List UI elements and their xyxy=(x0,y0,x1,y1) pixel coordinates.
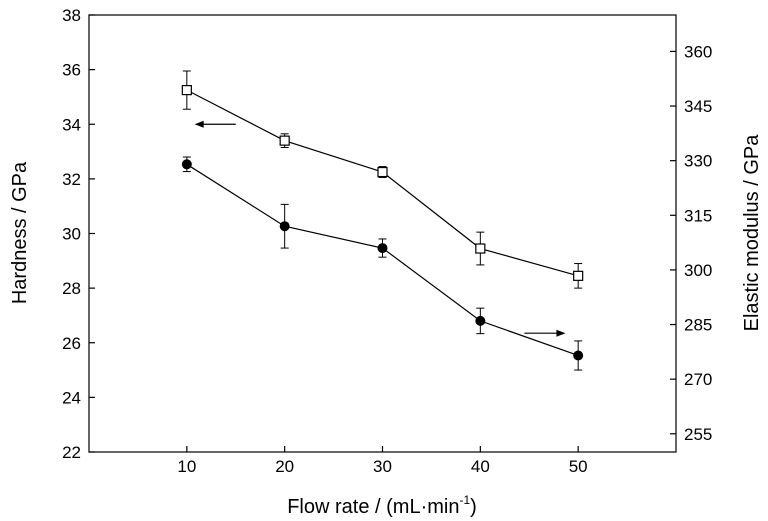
y2-axis-title: Elastic modulus / GPa xyxy=(741,134,763,332)
arrow-head xyxy=(194,120,204,128)
y2-tick-label: 270 xyxy=(684,370,712,389)
y-tick-label: 32 xyxy=(62,170,81,189)
y-tick-label: 36 xyxy=(62,61,81,80)
series-1 xyxy=(181,70,584,289)
x-tick-label: 30 xyxy=(373,457,392,476)
y2-tick-label: 300 xyxy=(684,261,712,280)
y2-tick-label: 285 xyxy=(684,316,712,335)
data-point-square xyxy=(377,166,388,178)
data-point-circle xyxy=(475,315,486,326)
data-point-circle xyxy=(279,221,290,232)
y2-tick-label: 315 xyxy=(684,206,712,225)
left-axis-ticks: 22 24 26 28 30 32 34 36 38 xyxy=(62,6,95,462)
arrow-annotation-right xyxy=(524,329,566,337)
data-point-square xyxy=(475,243,486,254)
x-tick-label: 10 xyxy=(177,457,196,476)
y-tick-label: 30 xyxy=(62,225,81,244)
bottom-axis-ticks: 10 20 30 40 50 xyxy=(177,446,588,476)
right-axis-ticks: 255 270 285 300 315 330 345 360 xyxy=(670,42,712,444)
y2-tick-label: 330 xyxy=(684,152,712,171)
series-2 xyxy=(181,156,584,371)
x-axis-title-tail: ) xyxy=(470,496,477,518)
x-tick-label: 40 xyxy=(471,457,490,476)
data-point-square xyxy=(573,270,584,281)
data-point-circle xyxy=(377,243,388,254)
y-tick-label: 34 xyxy=(62,115,81,134)
y-axis-title: Hardness / GPa xyxy=(9,161,31,304)
series-layer xyxy=(181,70,584,371)
y-tick-label: 26 xyxy=(62,334,81,353)
data-point-circle xyxy=(573,350,584,361)
y-tick-label: 38 xyxy=(62,6,81,25)
x-axis-title-sup: -1 xyxy=(459,493,470,507)
y2-tick-label: 360 xyxy=(684,42,712,61)
x-tick-label: 50 xyxy=(569,457,588,476)
y-tick-label: 22 xyxy=(62,443,81,462)
data-point-square xyxy=(181,85,192,96)
x-axis-title: Flow rate / (mL·min-1) xyxy=(287,493,477,518)
arrow-head xyxy=(556,329,566,337)
plot-frame xyxy=(88,14,677,453)
y2-tick-label: 255 xyxy=(684,425,712,444)
x-axis-title-main: Flow rate / (mL·min xyxy=(287,496,459,518)
y2-tick-label: 345 xyxy=(684,97,712,116)
data-point-circle xyxy=(181,159,192,170)
annotation-layer xyxy=(194,120,566,337)
y-tick-label: 28 xyxy=(62,279,81,298)
x-tick-label: 20 xyxy=(275,457,294,476)
data-point-square xyxy=(279,135,290,146)
arrow-annotation-left xyxy=(194,120,236,128)
y-tick-label: 24 xyxy=(62,388,81,407)
